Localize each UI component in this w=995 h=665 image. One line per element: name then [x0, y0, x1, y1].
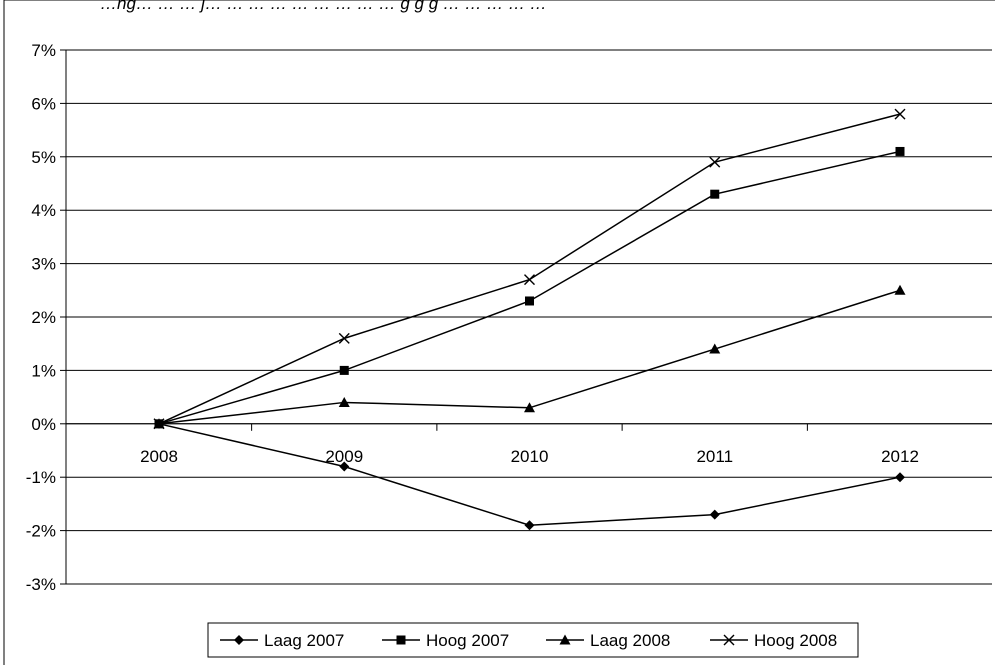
series-line-3 [158, 113, 901, 425]
y-tick-label: 7% [31, 41, 56, 60]
legend-box [207, 622, 859, 658]
data-point [709, 509, 720, 520]
data-point-b [894, 108, 906, 120]
data-point [338, 396, 350, 407]
y-tick-label: 6% [31, 94, 56, 113]
data-point [524, 520, 535, 531]
y-tick-label: 2% [31, 308, 56, 327]
legend-label: Hoog 2008 [754, 631, 837, 650]
legend-marker [234, 635, 244, 645]
data-point-b [153, 418, 165, 430]
data-point [894, 284, 906, 295]
x-tick-label: 2009 [325, 447, 363, 466]
data-point-b [338, 332, 350, 344]
top-caption: …ng… … … j… … … … … … … … … g g g … … … … [100, 0, 547, 13]
series-line-0 [158, 423, 901, 527]
data-point [524, 402, 535, 413]
y-tick-label: -1% [26, 468, 56, 487]
data-point [709, 343, 721, 354]
legend-marker [396, 635, 406, 645]
data-point [895, 146, 905, 156]
y-tick-label: 4% [31, 201, 56, 220]
data-point [339, 461, 350, 472]
data-point [339, 365, 349, 375]
y-tick-label: 5% [31, 148, 56, 167]
y-tick-label: -3% [26, 575, 56, 594]
x-tick-label: 2010 [511, 447, 549, 466]
legend-label: Laag 2008 [590, 631, 670, 650]
legend-marker [559, 634, 571, 645]
x-tick-label: 2012 [881, 447, 919, 466]
data-point [895, 472, 905, 483]
y-tick-label: 1% [31, 361, 56, 380]
data-point [525, 296, 534, 306]
y-tick-label: 0% [31, 415, 56, 434]
data-point [710, 189, 720, 199]
y-tick-label: -2% [26, 522, 56, 541]
y-tick-label: 3% [31, 255, 56, 274]
x-tick-label: 2011 [696, 447, 733, 466]
x-tick-label: 2008 [140, 447, 178, 466]
legend-marker-b [723, 634, 735, 646]
data-point-b [524, 274, 535, 286]
series-line-1 [158, 150, 901, 425]
legend-label: Hoog 2007 [426, 631, 509, 650]
data-point-b [709, 156, 721, 168]
legend-label: Laag 2007 [264, 631, 344, 650]
